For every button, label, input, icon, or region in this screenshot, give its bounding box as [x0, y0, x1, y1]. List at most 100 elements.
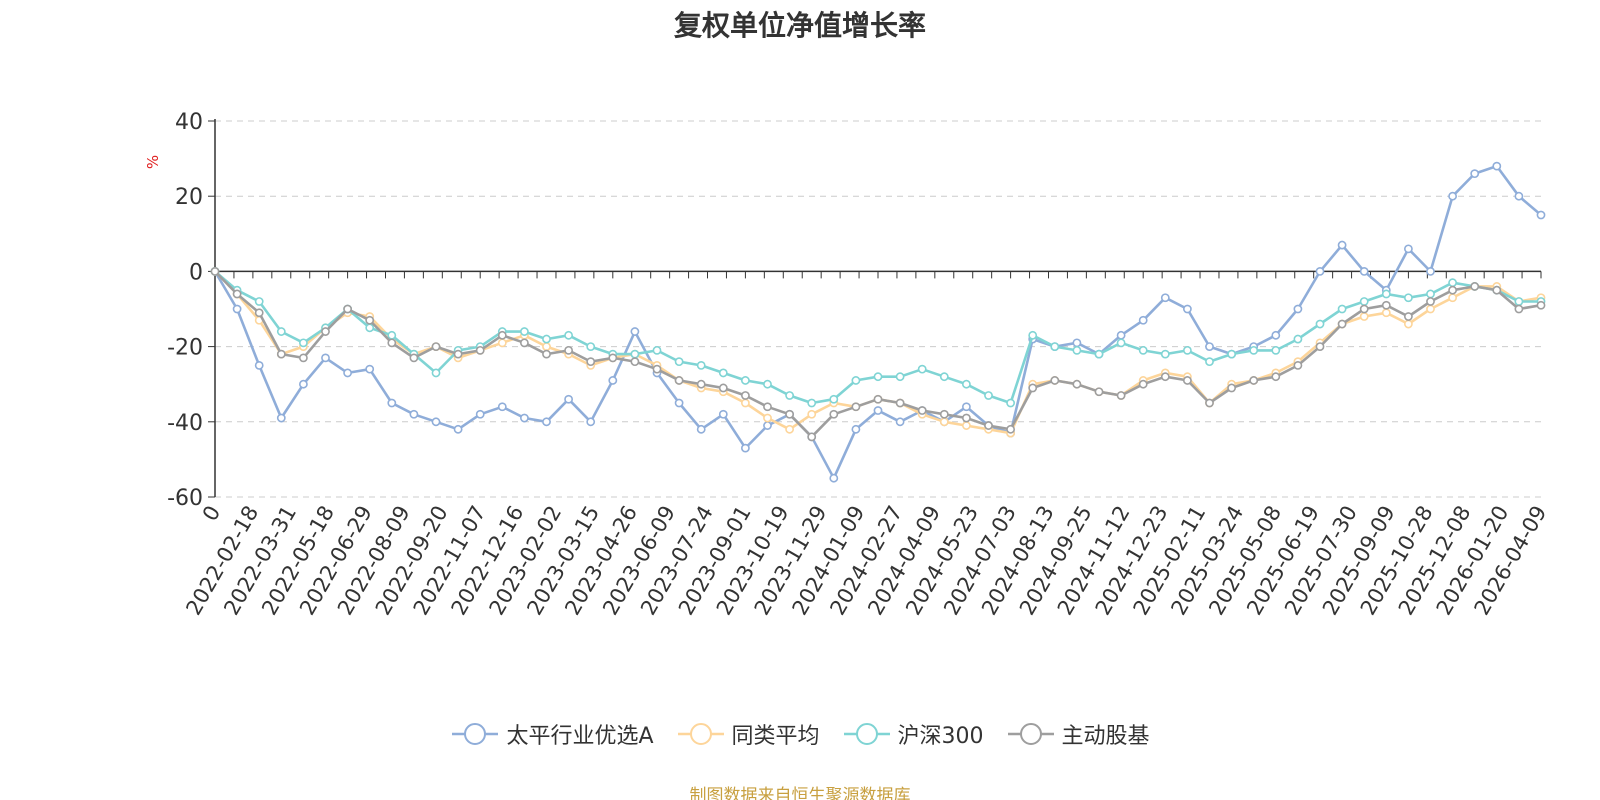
series-2-point-28: [829, 394, 839, 404]
series-3-point-21: [674, 376, 684, 385]
y-axis-unit-label: %: [144, 155, 162, 169]
series-3-point-35: [984, 421, 993, 430]
series-3-point-26: [785, 409, 794, 419]
series-0-point-51: [1337, 240, 1347, 250]
series-3-point-2: [254, 308, 264, 318]
series-2-point-47: [1249, 345, 1259, 355]
series-0-point-54: [1404, 244, 1413, 254]
series-0-point-17: [586, 417, 596, 427]
series-3-point-52: [1359, 304, 1369, 314]
axis-layer: -60-40-200204002022-02-182022-03-312022-…: [167, 110, 1551, 619]
series-2-point-42: [1138, 345, 1148, 355]
series-0-point-15: [542, 417, 551, 427]
series-2-point-21: [674, 357, 684, 367]
series-2-point-7: [365, 323, 375, 333]
series-3-point-20: [652, 364, 662, 374]
series-0-point-50: [1315, 266, 1325, 276]
series-2-point-36: [1006, 398, 1015, 408]
series-3-point-0: [210, 266, 220, 276]
series-3-point-50: [1315, 342, 1325, 351]
legend-circle-0: [464, 723, 487, 745]
chart-title: 复权单位净值增长率: [673, 9, 926, 42]
series-3-point-29: [851, 402, 861, 412]
y-tick-label-3: 0: [189, 260, 203, 285]
series-3-point-23: [718, 383, 728, 393]
series-0-point-34: [962, 402, 971, 412]
legend-marker-icon: [1007, 723, 1054, 745]
series-2-point-8: [387, 330, 397, 340]
series-3-point-41: [1116, 391, 1126, 400]
legend-label: 太平行业优选A: [506, 724, 654, 749]
series-0-point-43: [1160, 293, 1170, 303]
series-3-point-8: [387, 338, 397, 348]
legend-circle-1: [689, 723, 712, 745]
series-3-point-25: [763, 402, 772, 412]
series-0-point-41: [1116, 330, 1126, 340]
series-3-point-57: [1470, 282, 1480, 291]
series-0-point-59: [1514, 191, 1524, 201]
series-2-point-31: [895, 372, 905, 382]
source-note: 制图数据来自恒生聚源数据库: [689, 786, 911, 800]
series-2-point-29: [851, 376, 861, 385]
series-3-point-49: [1293, 360, 1303, 370]
series-3-point-13: [497, 330, 507, 340]
legend-label: 主动股基: [1061, 724, 1150, 749]
series-0-point-57: [1470, 169, 1480, 179]
series-3-point-4: [298, 353, 308, 363]
series-1-point-55: [1426, 304, 1435, 314]
series-0-point-19: [630, 327, 640, 336]
series-1-point-34: [962, 421, 971, 430]
series-1-point-13: [497, 338, 507, 348]
series-3-point-48: [1271, 372, 1281, 382]
series-0-point-30: [873, 406, 883, 415]
series-0-point-56: [1448, 191, 1457, 201]
series-2-point-45: [1205, 357, 1214, 367]
series-0-point-11: [453, 424, 463, 434]
legend-marker-icon: [452, 723, 499, 745]
series-2-point-55: [1426, 289, 1435, 299]
series-1-point-56: [1448, 293, 1457, 303]
series-line-2: [214, 270, 1541, 405]
series-0-point-16: [564, 394, 573, 404]
legend-item-1[interactable]: 同类平均: [676, 718, 820, 750]
series-1-point-24: [741, 398, 750, 408]
series-3-point-60: [1536, 300, 1546, 310]
series-3-point-55: [1426, 297, 1435, 306]
series-2-point-43: [1160, 349, 1170, 359]
legend-item-3[interactable]: 主动股基: [1006, 718, 1150, 750]
series-3-point-27: [807, 432, 817, 442]
legend: 太平行业优选A 同类平均 沪深300 主动股基: [0, 718, 1600, 750]
series-2-point-14: [520, 327, 529, 336]
series-2-point-49: [1293, 334, 1303, 344]
series-0-point-5: [321, 353, 330, 363]
series-1-point-27: [807, 409, 817, 419]
y-tick-label-2: -20: [167, 336, 203, 361]
series-0-point-22: [696, 424, 706, 434]
y-tick-label-4: 20: [175, 185, 203, 210]
series-2-point-24: [741, 376, 750, 385]
series-0-point-1: [232, 304, 242, 314]
series-3-point-10: [431, 342, 441, 351]
legend-item-0[interactable]: 太平行业优选A: [450, 718, 654, 750]
series-2-point-40: [1094, 349, 1104, 359]
series-2-point-4: [298, 338, 308, 348]
series-0-point-14: [520, 413, 529, 423]
series-3-point-17: [586, 357, 596, 367]
series-2-point-20: [652, 345, 662, 355]
series-2-point-59: [1514, 297, 1524, 306]
series-2-point-27: [807, 398, 817, 408]
series-3-point-54: [1404, 312, 1413, 321]
series-3-point-15: [542, 349, 551, 359]
series-0-point-4: [298, 379, 308, 389]
legend-item-2[interactable]: 沪深300: [842, 718, 984, 750]
series-0-point-18: [608, 376, 618, 385]
legend-label: 沪深300: [897, 724, 984, 749]
series-2-point-38: [1050, 342, 1060, 351]
series-3-point-43: [1160, 372, 1170, 382]
series-2-point-17: [586, 342, 596, 351]
series-2-point-53: [1381, 289, 1391, 299]
series-1-point-26: [785, 424, 794, 434]
series-1-point-52: [1359, 312, 1369, 321]
series-1-point-54: [1404, 319, 1413, 329]
series-3-point-51: [1337, 319, 1347, 329]
